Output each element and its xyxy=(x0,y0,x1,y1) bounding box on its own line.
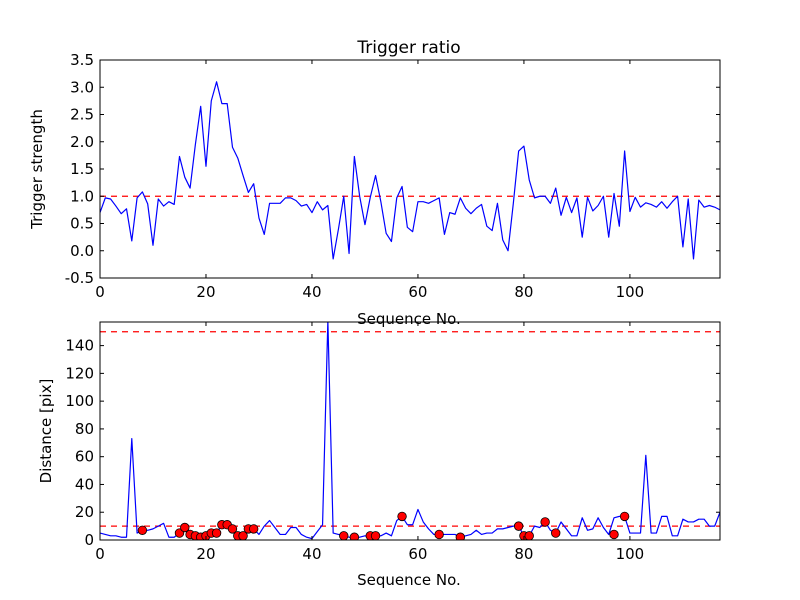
y-tick-label: 140 xyxy=(65,337,94,355)
x-tick-label: 60 xyxy=(408,545,427,563)
x-tick-label: 100 xyxy=(616,545,645,563)
x-axis-label: Sequence No. xyxy=(357,310,461,328)
y-tick-label: 0.5 xyxy=(70,215,94,233)
flagged-point xyxy=(137,525,148,535)
y-tick-label: 40 xyxy=(75,475,94,493)
x-tick-label: 40 xyxy=(302,545,321,563)
flagged-point xyxy=(434,529,444,540)
y-tick-label: 2.5 xyxy=(70,106,94,124)
flagged-point xyxy=(370,531,381,540)
plot-area xyxy=(100,81,720,260)
x-tick-label: 100 xyxy=(616,283,645,301)
distance-panel: Distance [pix] Sequence No. 0 20 40 60 80 100… xyxy=(37,321,721,589)
flagged-point xyxy=(339,531,349,540)
y-tick-label: 2.0 xyxy=(70,133,94,151)
y-tick-label: 80 xyxy=(75,420,94,438)
x-tick-label: 0 xyxy=(95,283,105,301)
flagged-point xyxy=(524,531,534,540)
flagged-point xyxy=(609,529,619,540)
y-tick-label: 0.0 xyxy=(70,242,94,260)
y-tick-label: 120 xyxy=(65,364,94,382)
y-tick-label: 3.0 xyxy=(70,78,94,96)
flagged-point xyxy=(248,524,259,534)
y-tick-label: 0 xyxy=(84,531,94,549)
x-tick-label: 20 xyxy=(196,283,215,301)
x-axis-label: Sequence No. xyxy=(357,571,461,589)
flagged-point xyxy=(513,521,524,531)
y-axis-label: Distance [pix] xyxy=(37,379,55,484)
series-line xyxy=(100,81,720,260)
x-tick-label: 0 xyxy=(95,545,105,563)
flagged-point xyxy=(211,528,222,538)
flagged-point xyxy=(180,522,190,533)
flagged-point xyxy=(619,511,630,522)
flagged-point xyxy=(227,524,238,534)
flagged-point xyxy=(397,511,407,522)
flagged-point xyxy=(540,517,550,527)
flagged-point xyxy=(455,532,466,540)
chart-title: Trigger ratio xyxy=(356,38,460,58)
y-tick-label: 3.5 xyxy=(70,51,94,69)
trigger-ratio-panel: Trigger ratio Trigger strength Sequence … xyxy=(28,38,721,328)
y-tick-label: 20 xyxy=(75,503,94,521)
flagged-point xyxy=(551,528,561,538)
flagged-point xyxy=(238,531,248,540)
y-tick-label: -0.5 xyxy=(65,269,94,287)
x-tick-label: 40 xyxy=(302,283,321,301)
y-tick-label: 1.0 xyxy=(70,187,94,205)
x-tick-label: 60 xyxy=(408,283,427,301)
flagged-point xyxy=(349,532,360,540)
y-axis-label: Trigger strength xyxy=(28,109,46,230)
y-tick-label: 60 xyxy=(75,448,94,466)
y-tick-label: 100 xyxy=(65,392,94,410)
x-tick-label: 80 xyxy=(514,545,533,563)
y-tick-label: 1.5 xyxy=(70,160,94,178)
axes-frame xyxy=(99,321,721,541)
x-tick-label: 80 xyxy=(514,283,533,301)
plot-area xyxy=(100,322,720,540)
x-tick-label: 20 xyxy=(196,545,215,563)
